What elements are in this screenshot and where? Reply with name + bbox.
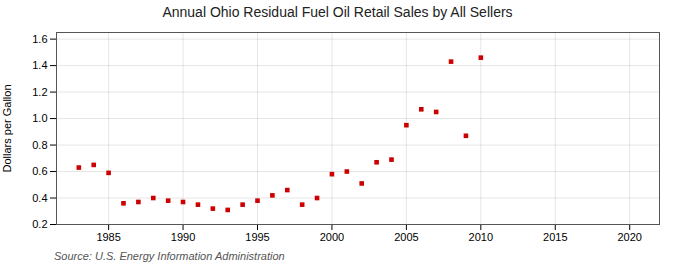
svg-text:1985: 1985 [96,231,120,243]
svg-text:1990: 1990 [171,231,195,243]
svg-text:1.2: 1.2 [32,86,47,98]
svg-text:2010: 2010 [469,231,493,243]
html-text:Source: U.S. Energy Informatio: Source: U.S. Energy Information Administ… [54,250,285,262]
svg-text:2005: 2005 [394,231,418,243]
svg-text:0.8: 0.8 [32,139,47,151]
svg-text:2000: 2000 [320,231,344,243]
svg-text:Dollars per Gallon: Dollars per Gallon [1,84,13,172]
html-text:Annual Ohio Residual Fuel Oil: Annual Ohio Residual Fuel Oil Retail Sal… [162,4,513,20]
svg-text:1.0: 1.0 [32,112,47,124]
svg-text:1.4: 1.4 [32,59,47,71]
svg-text:2015: 2015 [543,231,567,243]
svg-text:0.6: 0.6 [32,165,47,177]
svg-text:2020: 2020 [617,231,641,243]
svg-text:0.2: 0.2 [32,218,47,230]
svg-text:1.6: 1.6 [32,33,47,45]
svg-text:1995: 1995 [245,231,269,243]
svg-text:0.4: 0.4 [32,192,47,204]
